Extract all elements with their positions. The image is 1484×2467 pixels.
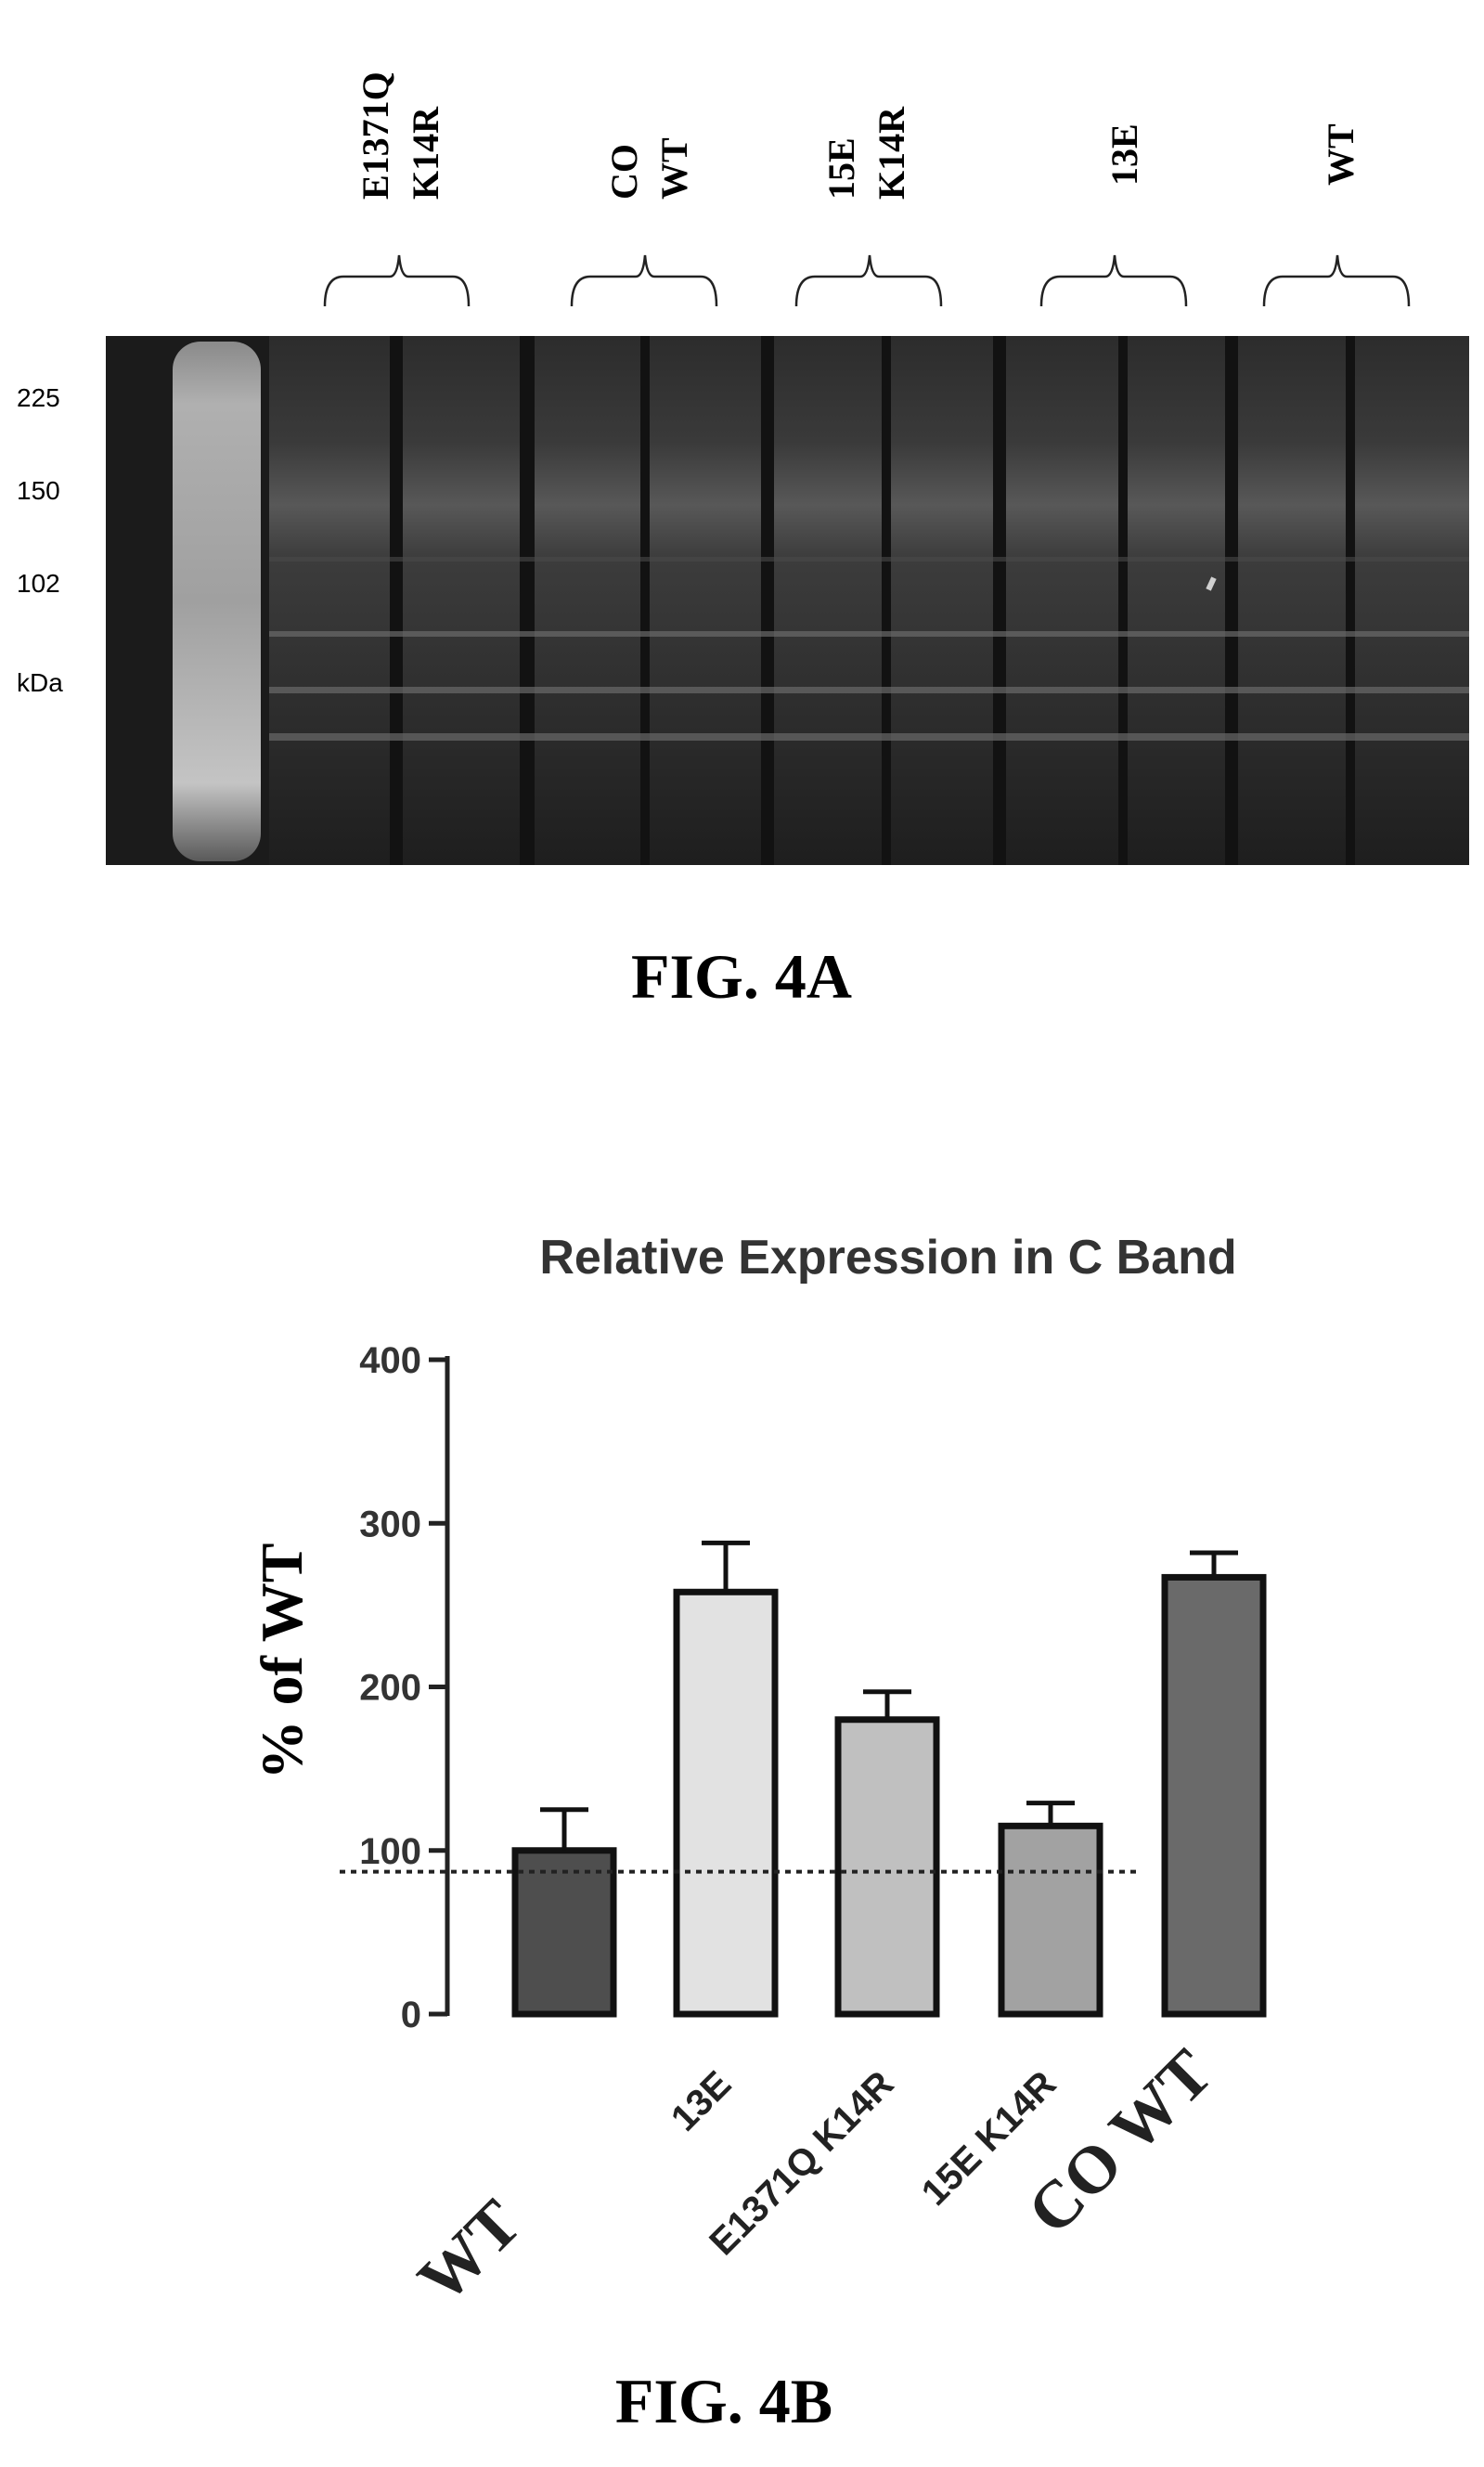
lane-label-wt-2: WT [1320,123,1361,186]
gel-image [106,336,1469,865]
lane-label-13e: 13E [1103,123,1145,186]
y-axis: 0 100 200 300 400 [359,1340,450,2035]
fig-4b-caption: FIG. 4B [615,2366,832,2436]
error-bars [540,1540,1238,1851]
bars [511,1573,1267,2018]
lane-braces [323,254,1411,307]
lane-label-k14r-1: K14R [405,106,446,200]
x-label-4: CO WT [1013,2035,1227,2249]
marker-225: 225 [17,383,60,412]
y-tick-label: 400 [359,1340,421,1381]
bar-4 [1161,1573,1267,2018]
marker-kda: kDa [17,668,63,697]
marker-102: 102 [17,569,60,598]
y-tick-label: 200 [359,1668,421,1709]
y-tick-label: 0 [401,1995,421,2035]
lane-label-wt-1: WT [653,137,695,200]
x-label-1: 13E [664,2063,739,2138]
bar-3 [998,1822,1103,2018]
x-label-0: WT [404,2186,535,2317]
bar-1 [673,1588,779,2018]
bar-0 [511,1847,617,2018]
y-tick-label: 300 [359,1504,421,1544]
marker-150: 150 [17,476,60,505]
lane-labels: E1371Q K14R CO WT 15E K14R 13E WT [355,71,1361,200]
bar-2 [834,1716,940,2018]
lane-label-k14r-2: K14R [871,106,912,200]
bar-chart: Relative Expression in C Band % of WT 0 1… [249,1231,1267,2436]
gel-panel: E1371Q K14R CO WT 15E K14R 13E WT 225 15… [17,71,1469,1012]
mw-markers: 225 150 102 kDa [17,383,63,697]
lane-label-15e: 15E [820,137,862,200]
lane-label-e1371q: E1371Q [355,71,396,200]
y-tick-label: 100 [359,1831,421,1872]
y-axis-label: % of WT [249,1543,315,1780]
chart-title: Relative Expression in C Band [539,1231,1236,1285]
lane-label-co: CO [603,144,645,200]
ladder-lane [173,342,261,861]
fig-4a-caption: FIG. 4A [631,941,852,1012]
